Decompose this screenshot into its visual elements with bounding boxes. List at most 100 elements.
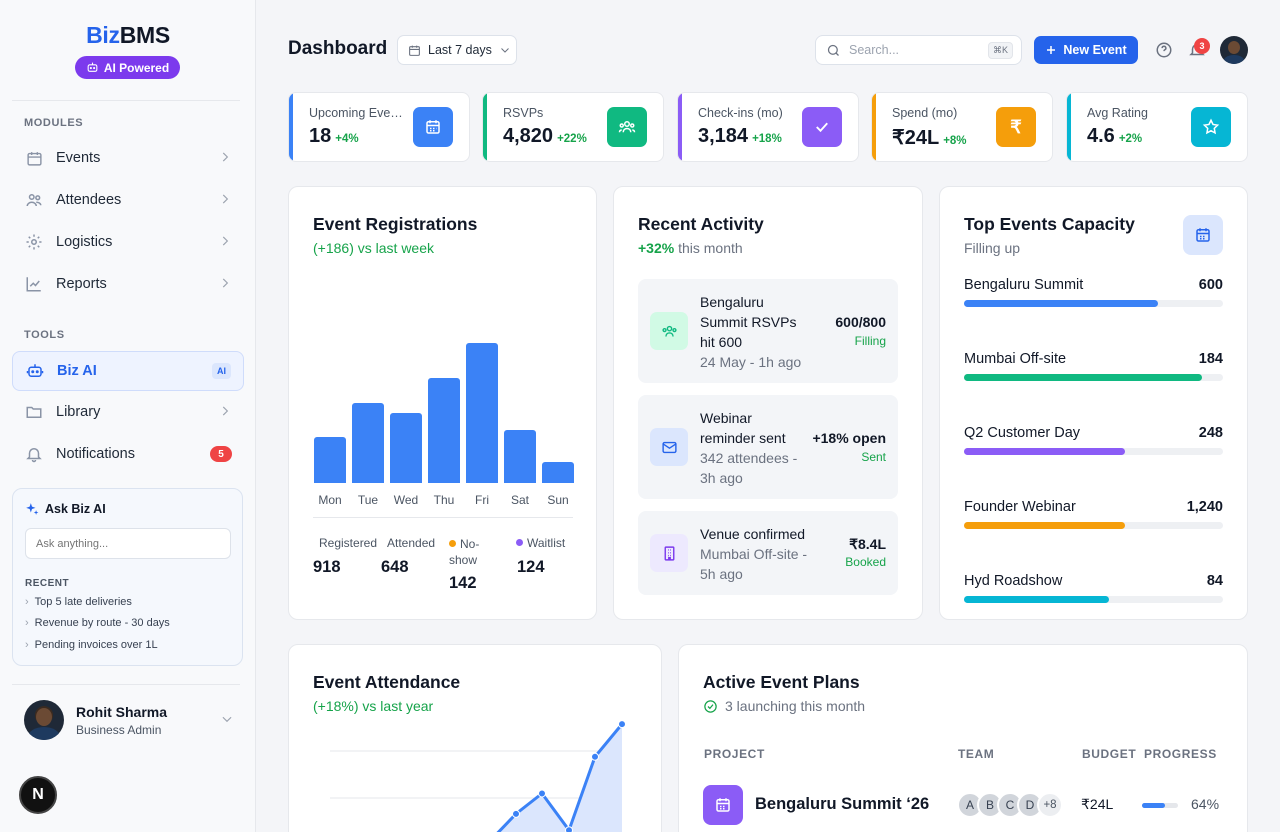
ask-input[interactable] [25, 528, 231, 559]
activity-status: Filling [854, 334, 886, 348]
legend-label: Attended [387, 536, 436, 550]
check-circle-icon [704, 699, 717, 713]
chart-bar-fri[interactable] [466, 343, 498, 483]
activity-meta: Mumbai Off-site - 5h ago [700, 546, 808, 582]
activity-title: Webinar reminder sent [700, 410, 786, 446]
attendance-point[interactable] [538, 789, 546, 798]
capacity-fill [964, 596, 1110, 603]
sidebar-item-library[interactable]: Library [12, 392, 244, 432]
stat-change: +22% [557, 133, 587, 145]
attendance-point[interactable] [591, 752, 599, 761]
ask-title: Ask Biz AI [25, 502, 106, 516]
stat-change: +18% [752, 133, 782, 145]
sidebar-item-biz-ai[interactable]: Biz AI AI [12, 351, 244, 391]
attendance-area-chart [330, 720, 626, 832]
column-header-budget[interactable]: BUDGET [1082, 747, 1137, 761]
robot-icon [87, 62, 98, 72]
sidebar-item-attendees[interactable]: Attendees [12, 180, 244, 220]
attendance-point[interactable] [618, 720, 626, 729]
search-shortcut: ⌘K [987, 42, 1013, 59]
brand-logo[interactable]: BizBMS [0, 22, 256, 49]
legend-label: Registered [319, 536, 378, 550]
chart-bar-sat[interactable] [504, 429, 536, 483]
sidebar-item-label: Biz AI [57, 363, 97, 379]
users-icon [24, 190, 44, 210]
activity-value: ₹8.4L [849, 536, 886, 552]
x-tick-label: Sat [510, 493, 529, 507]
sidebar-item-notifications[interactable]: Notifications 5 [12, 434, 244, 474]
chevron-right-icon [218, 234, 232, 252]
legend-value: 142 [449, 574, 477, 592]
plus-icon [1047, 46, 1056, 54]
stat-accent [1067, 93, 1071, 161]
column-header-progress[interactable]: PROGRESS [1144, 747, 1217, 761]
project-budget: ₹24L [1081, 796, 1114, 812]
floating-action-button[interactable]: N [19, 776, 57, 814]
chart-bar-mon[interactable] [314, 436, 346, 483]
ai-powered-label: AI Powered [103, 60, 170, 75]
card-subtitle: (+186) vs last week [313, 240, 434, 256]
column-header-project[interactable]: PROJECT [704, 747, 765, 761]
attendance-point[interactable] [512, 809, 520, 818]
activity-status: Booked [845, 555, 886, 569]
date-range-value: Last 7 days [428, 43, 492, 57]
calendar-icon[interactable] [1183, 215, 1223, 255]
recent-query[interactable]: Top 5 late deliveries [25, 596, 132, 608]
sidebar-item-label: Attendees [56, 192, 122, 208]
stat-change: +4% [335, 133, 359, 145]
help-icon[interactable] [1155, 41, 1173, 64]
capacity-event-name: Mumbai Off-site [964, 351, 1067, 367]
check-icon [802, 107, 842, 147]
stat-card-rsvps[interactable]: RSVPs 4,820 +22% [482, 92, 664, 162]
search-input[interactable]: Search... ⌘K [815, 35, 1022, 65]
legend-value: 918 [313, 558, 341, 576]
attendance-point[interactable] [565, 826, 573, 832]
activity-item[interactable]: Venue confirmed Mumbai Off-site - 5h ago … [638, 511, 898, 595]
sidebar-divider [12, 684, 240, 685]
legend-dot [449, 540, 456, 547]
ask-biz-ai-panel: Ask Biz AI RECENT Top 5 late deliveries … [12, 488, 243, 666]
card-subtitle: +32% this month [638, 240, 743, 256]
date-range-select[interactable]: Last 7 days [397, 35, 517, 65]
rupee-icon: ₹ [996, 107, 1036, 147]
line-chart-icon [24, 274, 44, 294]
folder-icon [24, 402, 44, 422]
sidebar-item-label: Logistics [56, 234, 113, 250]
project-name[interactable]: Bengaluru Summit ‘26 [755, 795, 930, 813]
recent-query[interactable]: Revenue by route - 30 days [25, 617, 170, 629]
capacity-track [964, 596, 1223, 603]
chart-bar-sun[interactable] [542, 462, 574, 483]
legend-label: Waitlist [527, 536, 566, 550]
x-tick-label: Sun [547, 493, 569, 507]
activity-item[interactable]: Webinar reminder sent 342 attendees - 3h … [638, 395, 898, 499]
team-avatars[interactable]: A B C D +8 [957, 792, 1063, 818]
capacity-track [964, 522, 1223, 529]
new-event-button[interactable]: New Event [1034, 36, 1138, 64]
stat-card-upcoming-events[interactable]: Upcoming Events 18 +4% [288, 92, 470, 162]
capacity-fill [964, 522, 1125, 529]
sidebar-item-reports[interactable]: Reports [12, 264, 244, 304]
user-profile[interactable]: Rohit Sharma Business Admin [24, 700, 234, 740]
stat-card-check-ins[interactable]: Check-ins (mo) 3,184 +18% [677, 92, 859, 162]
x-tick-label: Mon [318, 493, 342, 507]
search-icon [827, 44, 839, 56]
activity-item[interactable]: Bengaluru Summit RSVPs hit 600 24 May - 1… [638, 279, 898, 383]
activity-status: Sent [861, 450, 886, 464]
stat-card-spend[interactable]: Spend (mo) ₹24L +8% ₹ [871, 92, 1053, 162]
top-events-capacity-card: Top Events Capacity Filling up Bengaluru… [939, 186, 1248, 620]
card-title: Event Registrations [313, 214, 478, 234]
x-tick-label: Fri [475, 493, 489, 507]
recent-query[interactable]: Pending invoices over 1L [25, 639, 158, 651]
sidebar-item-events[interactable]: Events [12, 138, 244, 178]
stat-accent [678, 93, 682, 161]
stat-change: +8% [943, 135, 967, 147]
column-header-team[interactable]: TEAM [958, 747, 995, 761]
stat-card-avg-rating[interactable]: Avg Rating 4.6 +2% [1066, 92, 1248, 162]
sidebar-item-logistics[interactable]: Logistics [12, 222, 244, 262]
chart-bar-tue[interactable] [352, 403, 384, 483]
chart-bar-wed[interactable] [390, 413, 422, 483]
capacity-fill [964, 300, 1159, 307]
mail-icon [650, 428, 688, 466]
header-avatar[interactable] [1220, 36, 1248, 64]
chart-bar-thu[interactable] [428, 378, 460, 483]
